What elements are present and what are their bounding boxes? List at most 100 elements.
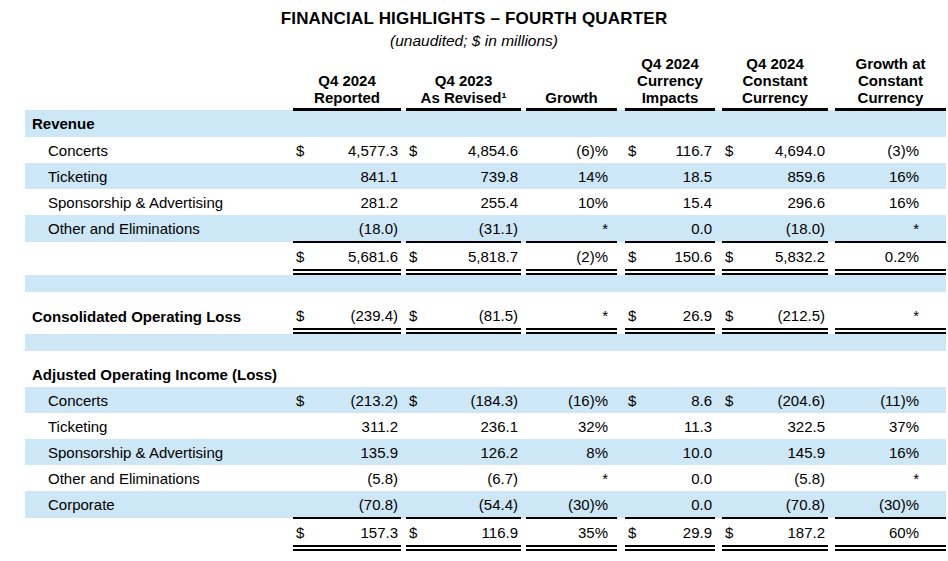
- table-row-revenue-ticketing: Ticketing841.1739.814%18.5859.616%: [25, 163, 946, 189]
- column-gap: [617, 387, 625, 413]
- spacer-cell: [25, 331, 946, 351]
- column-gap: [715, 387, 722, 413]
- cell-v3: [643, 361, 715, 387]
- cell-v1: [311, 110, 401, 138]
- cell-d3: [625, 439, 643, 465]
- table-row-adjusted-corporate: Corporate(70.8)(54.4)(30)%0.0(70.8)(30)%: [25, 491, 946, 518]
- cell-d3: [625, 413, 643, 439]
- col-header-growth-constant-currency: Growth at Constant Currency: [835, 55, 946, 110]
- table-row-adjusted-ticketing: Ticketing311.2236.132%11.3322.537%: [25, 413, 946, 439]
- cell-d2: $: [406, 137, 424, 163]
- col-header-growth: Growth: [526, 55, 617, 110]
- column-gap: [715, 302, 722, 331]
- cell-d1: $: [293, 387, 311, 413]
- cell-v4: (5.8): [740, 465, 828, 491]
- cell-d3: $: [625, 518, 643, 548]
- spacer-row: [25, 331, 946, 351]
- cell-d2: $: [406, 242, 424, 272]
- cell-d4: [722, 189, 740, 215]
- cell-d2: $: [406, 518, 424, 548]
- row-label: [25, 242, 293, 272]
- page-subtitle: (unaudited; $ in millions): [0, 32, 948, 50]
- table-header-row: Q4 2024 Reported Q4 2023 As Revised¹ Gro…: [25, 55, 946, 110]
- cell-g: 32%: [526, 413, 617, 439]
- cell-d3: $: [625, 302, 643, 331]
- column-gap: [617, 137, 625, 163]
- col-header-q4-2024-reported: Q4 2024 Reported: [293, 55, 401, 110]
- cell-d3: [625, 163, 643, 189]
- cell-d2: [406, 439, 424, 465]
- table-row-revenue-section: Revenue: [25, 110, 946, 138]
- cell-d2: $: [406, 302, 424, 331]
- cell-v4: 296.6: [740, 189, 828, 215]
- cell-v3: 11.3: [643, 413, 715, 439]
- cell-d4: [722, 110, 740, 138]
- column-gap: [828, 137, 835, 163]
- column-gap: [617, 491, 625, 518]
- cell-v4: (204.6): [740, 387, 828, 413]
- cell-gcc: (30)%: [835, 491, 946, 518]
- cell-v1: 281.2: [311, 189, 401, 215]
- cell-g: [526, 110, 617, 138]
- cell-v4: [740, 361, 828, 387]
- column-gap: [715, 413, 722, 439]
- column-gap: [715, 518, 722, 548]
- cell-v2: (81.5): [424, 302, 521, 331]
- cell-d1: $: [293, 137, 311, 163]
- cell-g: *: [526, 302, 617, 331]
- cell-v3: 10.0: [643, 439, 715, 465]
- cell-v3: 15.4: [643, 189, 715, 215]
- cell-v4: (212.5): [740, 302, 828, 331]
- row-label: Adjusted Operating Income (Loss): [25, 361, 293, 387]
- table-row-adjusted-concerts: Concerts$(213.2)$(184.3)(16)%$8.6$(204.6…: [25, 387, 946, 413]
- cell-d1: [293, 439, 311, 465]
- column-gap: [617, 55, 625, 110]
- table-row-revenue-other-and-eliminations: Other and Eliminations(18.0)(31.1)*0.0(1…: [25, 215, 946, 242]
- cell-gcc: 37%: [835, 413, 946, 439]
- cell-d4: [722, 361, 740, 387]
- cell-d3: [625, 361, 643, 387]
- cell-g: [526, 361, 617, 387]
- cell-d3: [625, 215, 643, 242]
- cell-d2: [406, 465, 424, 491]
- row-label: Corporate: [25, 491, 293, 518]
- cell-d2: [406, 110, 424, 138]
- row-label: Concerts: [25, 387, 293, 413]
- table-body: RevenueConcerts$4,577.3$4,854.6(6)%$116.…: [25, 110, 946, 549]
- column-gap: [828, 518, 835, 548]
- cell-g: (16)%: [526, 387, 617, 413]
- cell-d4: [722, 491, 740, 518]
- cell-d1: [293, 215, 311, 242]
- column-gap: [828, 413, 835, 439]
- row-label: Other and Eliminations: [25, 215, 293, 242]
- spacer-cell: [25, 272, 946, 292]
- cell-v3: 18.5: [643, 163, 715, 189]
- cell-v2: 739.8: [424, 163, 521, 189]
- cell-v4: 145.9: [740, 439, 828, 465]
- column-gap: [617, 361, 625, 387]
- cell-g: *: [526, 215, 617, 242]
- cell-v4: 859.6: [740, 163, 828, 189]
- cell-d3: [625, 189, 643, 215]
- cell-v1: (18.0): [311, 215, 401, 242]
- cell-v2: [424, 110, 521, 138]
- cell-gcc: *: [835, 215, 946, 242]
- cell-g: *: [526, 465, 617, 491]
- cell-d4: [722, 413, 740, 439]
- cell-d4: [722, 163, 740, 189]
- cell-v1: (239.4): [311, 302, 401, 331]
- spacer-cell: [25, 351, 946, 361]
- cell-g: 14%: [526, 163, 617, 189]
- cell-v2: 126.2: [424, 439, 521, 465]
- column-gap: [715, 55, 722, 110]
- cell-v1: 5,681.6: [311, 242, 401, 272]
- table-row-revenue-concerts: Concerts$4,577.3$4,854.6(6)%$116.7$4,694…: [25, 137, 946, 163]
- cell-v1: (70.8): [311, 491, 401, 518]
- cell-v3: 150.6: [643, 242, 715, 272]
- column-gap: [617, 163, 625, 189]
- cell-d3: $: [625, 242, 643, 272]
- column-gap: [617, 413, 625, 439]
- cell-v1: 135.9: [311, 439, 401, 465]
- cell-d1: [293, 465, 311, 491]
- cell-d2: $: [406, 387, 424, 413]
